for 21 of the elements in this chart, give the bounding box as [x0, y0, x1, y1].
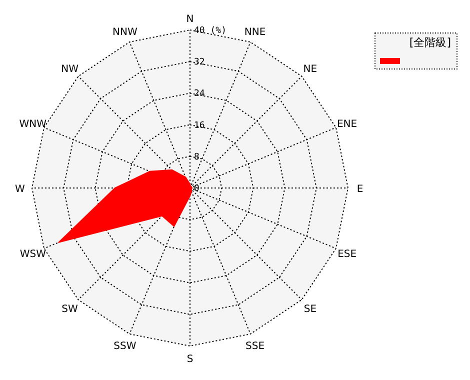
spoke-label: W: [15, 184, 26, 195]
spoke-label: NW: [61, 64, 79, 75]
spoke-label: ESE: [338, 249, 357, 260]
spoke-label: NE: [303, 64, 318, 75]
spoke-label: SE: [304, 304, 317, 316]
spoke-label: N: [186, 14, 194, 25]
spoke-label: SSE: [246, 341, 265, 352]
legend-item: [全階級]: [380, 36, 451, 64]
spoke-label: SW: [62, 304, 78, 316]
spoke-label: SSW: [114, 341, 136, 352]
spoke-label: NNW: [112, 26, 138, 38]
spoke-label: WSW: [20, 249, 46, 260]
spoke-label: E: [356, 184, 364, 195]
spoke-label: WNW: [19, 118, 47, 130]
spoke-label: S: [186, 354, 194, 365]
spoke-label: NNE: [244, 26, 266, 38]
y-tick-label: 16: [194, 120, 205, 131]
spoke-label: ENE: [336, 118, 358, 130]
y-tick-label: 32: [194, 58, 205, 68]
y-tick-label: 8: [194, 152, 200, 162]
y-tick-label: 24: [194, 89, 205, 100]
